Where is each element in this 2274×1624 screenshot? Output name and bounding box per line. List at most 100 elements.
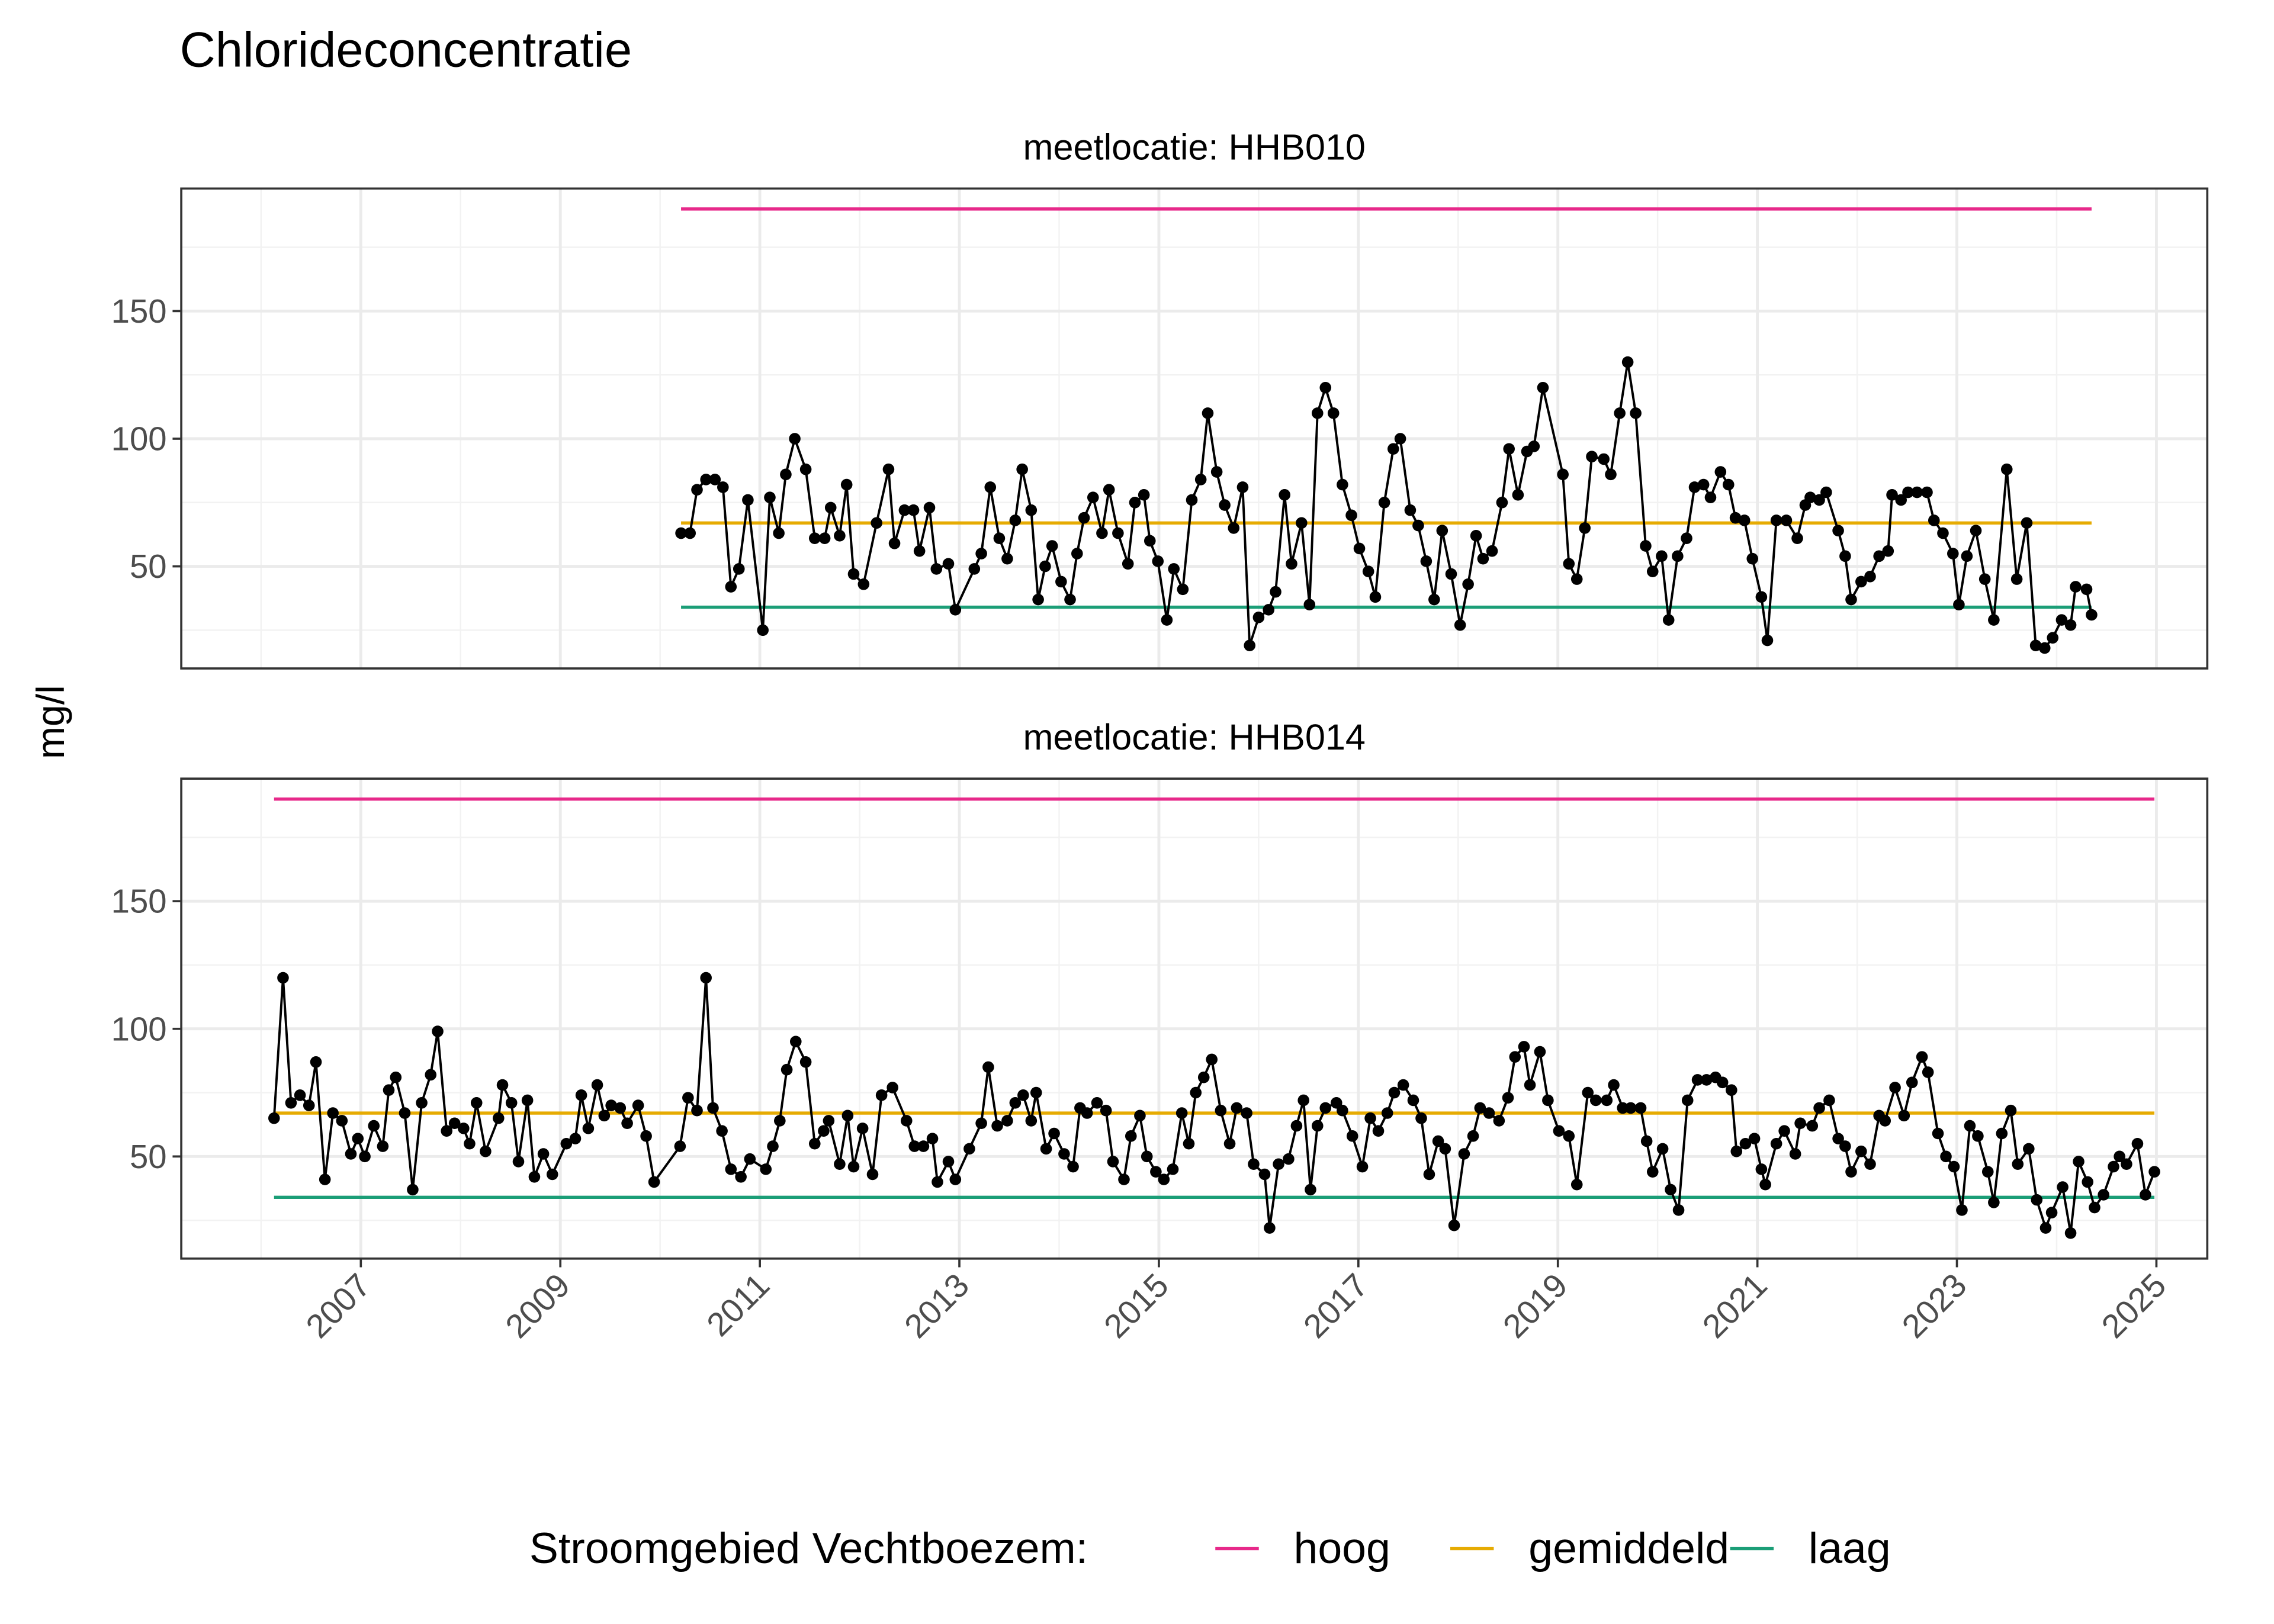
data-point	[1640, 1135, 1653, 1147]
data-point	[913, 545, 926, 557]
data-point	[1996, 1127, 2008, 1140]
data-point	[1025, 1115, 1038, 1127]
data-point	[1067, 1160, 1079, 1173]
data-point	[1397, 1079, 1409, 1091]
data-point	[949, 604, 962, 616]
data-point	[582, 1123, 595, 1134]
data-point	[1646, 1166, 1659, 1178]
data-point	[2070, 581, 2082, 593]
data-point	[1681, 532, 1692, 544]
data-point	[1589, 1094, 1602, 1107]
data-point	[781, 1063, 793, 1076]
data-point	[1579, 522, 1591, 534]
data-point	[1364, 1112, 1376, 1124]
data-point	[1125, 1130, 1137, 1142]
data-point	[1823, 1094, 1835, 1107]
data-point	[285, 1096, 297, 1109]
data-point	[2131, 1137, 2144, 1150]
data-point	[1096, 527, 1108, 539]
data-point	[808, 1137, 821, 1150]
data-point	[774, 1115, 786, 1127]
data-point	[1739, 1137, 1752, 1150]
data-point	[1100, 1104, 1112, 1117]
data-point	[742, 494, 754, 506]
data-point	[546, 1168, 558, 1181]
data-point	[575, 1089, 587, 1101]
data-point	[1345, 509, 1357, 522]
data-point	[1016, 463, 1028, 475]
data-point	[1889, 1082, 1901, 1094]
data-point	[2005, 1104, 2017, 1117]
data-point	[1283, 1153, 1295, 1165]
data-point	[441, 1125, 452, 1137]
data-point	[1700, 1074, 1713, 1086]
data-point	[1420, 555, 1433, 567]
data-point	[923, 501, 936, 514]
data-point	[1879, 1115, 1891, 1127]
data-point	[2010, 573, 2023, 585]
data-point	[432, 1025, 444, 1037]
data-point	[1032, 593, 1044, 606]
data-point	[1681, 1094, 1694, 1107]
data-point	[1279, 489, 1290, 501]
data-point	[1297, 1094, 1309, 1107]
data-point	[1964, 1120, 1976, 1132]
data-point	[1534, 1046, 1546, 1058]
data-point	[1270, 586, 1281, 598]
data-point	[1557, 468, 1569, 481]
data-point	[1780, 514, 1793, 526]
data-point	[1882, 545, 1894, 557]
data-point	[773, 527, 785, 539]
chart-title: Chlorideconcentratie	[180, 22, 632, 78]
data-point	[1210, 466, 1223, 478]
data-point	[2045, 1207, 2058, 1218]
data-point	[1141, 1150, 1153, 1163]
data-point	[2055, 614, 2068, 626]
data-point	[1895, 494, 1907, 506]
data-point	[1167, 1163, 1179, 1175]
data-point	[2098, 1189, 2109, 1201]
data-point	[512, 1156, 525, 1168]
data-point	[834, 530, 846, 542]
data-point	[1483, 1107, 1495, 1119]
data-point	[470, 1096, 483, 1109]
data-point	[505, 1096, 518, 1109]
data-point	[717, 481, 729, 493]
data-point	[303, 1099, 315, 1111]
data-point	[1470, 530, 1482, 542]
data-point	[591, 1079, 603, 1091]
data-point	[898, 504, 911, 516]
data-point	[1040, 1143, 1052, 1155]
y-tick-label: 50	[130, 1138, 167, 1175]
data-point	[1953, 599, 1965, 611]
data-point	[1503, 443, 1515, 455]
data-point	[2039, 1222, 2052, 1234]
data-point	[1778, 1125, 1790, 1137]
data-point	[856, 1123, 869, 1134]
data-point	[908, 1140, 921, 1152]
data-point	[2064, 1227, 2077, 1239]
data-point	[1518, 1041, 1530, 1053]
panel-border	[180, 777, 2209, 1260]
data-point	[888, 537, 901, 549]
data-point	[640, 1130, 652, 1142]
data-point	[1394, 433, 1406, 445]
data-point	[1144, 535, 1156, 547]
data-point	[368, 1120, 380, 1132]
data-point	[2089, 1201, 2100, 1214]
data-point	[1353, 542, 1366, 555]
data-point	[496, 1079, 509, 1091]
data-point	[1688, 481, 1701, 493]
data-point	[1761, 634, 1774, 647]
data-point	[1009, 514, 1022, 526]
data-point	[310, 1056, 322, 1068]
data-point	[1898, 1110, 1910, 1122]
data-point	[1916, 1051, 1928, 1063]
data-point	[1009, 1096, 1022, 1109]
data-point	[1219, 499, 1231, 511]
data-point	[840, 478, 853, 491]
data-point	[1319, 1102, 1332, 1114]
data-point	[674, 1140, 686, 1152]
data-point	[1134, 1110, 1146, 1122]
